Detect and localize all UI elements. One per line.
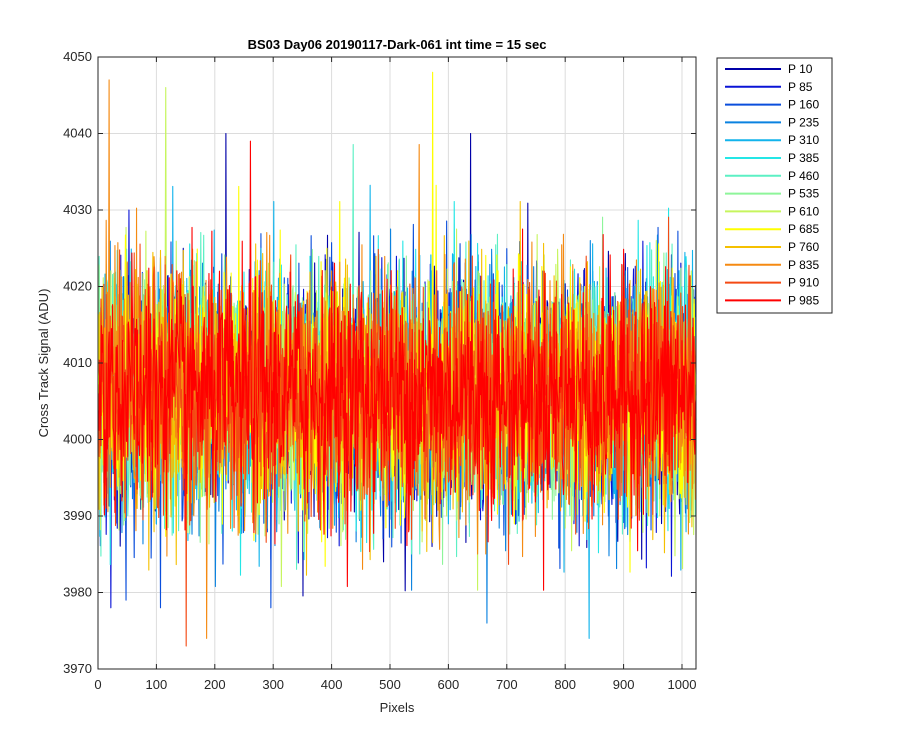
legend-entry-label: P 760 [788,240,819,254]
legend-entry-label: P 910 [788,276,819,290]
legend-entry-label: P 685 [788,222,819,236]
chart-title: BS03 Day06 20190117-Dark-061 int time = … [248,37,547,52]
x-tick-label: 400 [321,677,343,692]
legend-entry-label: P 835 [788,258,819,272]
y-tick-label: 4030 [63,202,92,217]
legend-entry-label: P 985 [788,293,819,307]
x-tick-label: 0 [94,677,101,692]
x-axis-label: Pixels [380,700,415,715]
x-tick-label: 1000 [668,677,697,692]
y-tick-label: 3980 [63,585,92,600]
series-line-p-985 [98,140,697,591]
y-axis-label: Cross Track Signal (ADU) [36,289,51,438]
x-tick-label: 500 [379,677,401,692]
y-tick-label: 4020 [63,279,92,294]
legend: P 10 P 85 P 160 P 235 P 310 P 385 P 460 P 535 P … [716,57,833,314]
legend-entry-label: P 10 [788,62,813,76]
x-tick-label: 800 [554,677,576,692]
y-tick-label: 4050 [63,49,92,64]
x-tick-label: 900 [613,677,635,692]
x-tick-label: 700 [496,677,518,692]
y-tick-label: 3970 [63,661,92,676]
x-tick-label: 200 [204,677,226,692]
axis-ticks [97,56,696,670]
legend-entry-label: P 310 [788,133,819,147]
legend-entry-label: P 235 [788,115,819,129]
legend-entry-label: P 85 [788,80,813,94]
legend-entry-label: P 535 [788,187,819,201]
y-tick-label: 4000 [63,432,92,447]
y-tick-label: 4010 [63,355,92,370]
x-tick-label: 100 [146,677,168,692]
legend-entry-label: P 160 [788,98,819,112]
x-tick-label: 600 [438,677,460,692]
series-layer [98,71,697,647]
plot-area [97,56,697,670]
x-tick-label: 300 [262,677,284,692]
legend-box [716,57,833,314]
legend-entry-label: P 610 [788,204,819,218]
y-tick-label: 4040 [63,126,92,141]
legend-entry-label: P 460 [788,169,819,183]
legend-entry-label: P 385 [788,151,819,165]
y-tick-label: 3990 [63,508,92,523]
